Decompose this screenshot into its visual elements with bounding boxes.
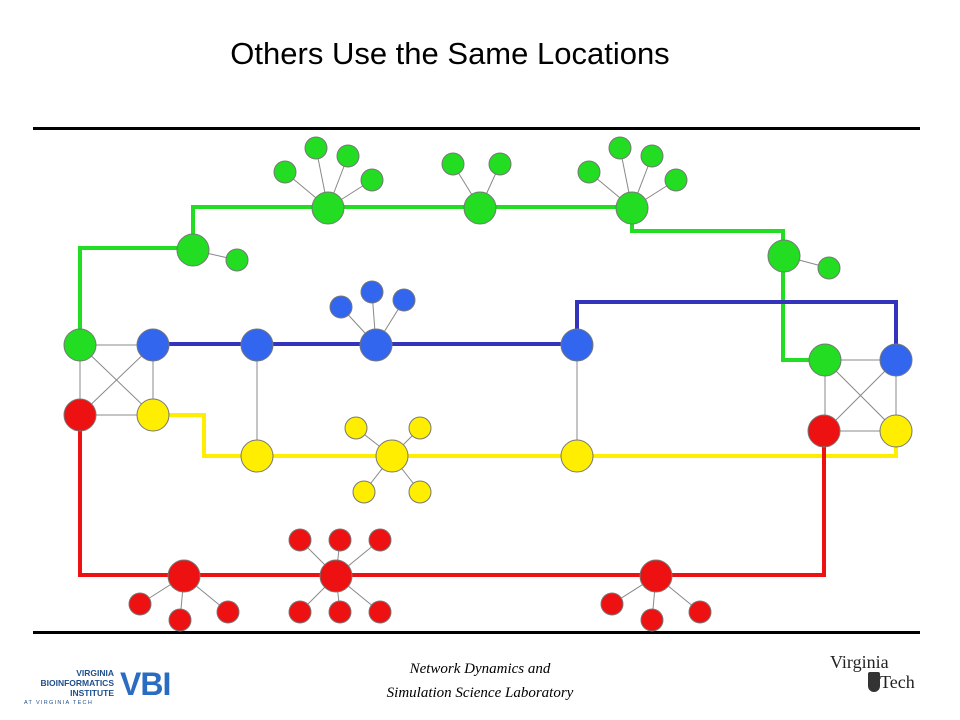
red-path-group: [78, 415, 826, 577]
blue-node: [560, 328, 594, 362]
red-path: [78, 415, 826, 577]
vbi-logo-mark: VBI: [120, 666, 171, 702]
green-path: [78, 205, 825, 362]
vbi-word: VIRGINIA: [76, 668, 114, 678]
red-node: [807, 414, 841, 448]
green-node: [63, 328, 97, 362]
green-node: [488, 152, 512, 176]
bottom-rule: [33, 631, 920, 634]
red-node: [600, 592, 624, 616]
vbi-logo: VIRGINIA BIOINFORMATICS INSTITUTE AT VIR…: [18, 664, 218, 710]
green-node: [311, 191, 345, 225]
green-node: [577, 160, 601, 184]
blue-node: [136, 328, 170, 362]
blue-path-group: [151, 300, 898, 360]
blue-node: [359, 328, 393, 362]
top-rule: [33, 127, 920, 130]
red-node: [319, 559, 353, 593]
red-node: [328, 600, 352, 624]
yellow-node: [136, 398, 170, 432]
green-node: [225, 248, 249, 272]
green-path-group: [78, 205, 825, 362]
blue-nodes: [136, 280, 913, 377]
green-node: [640, 144, 664, 168]
green-node: [273, 160, 297, 184]
red-node: [328, 528, 352, 552]
virginia-tech-logo: Virginia Tech: [828, 652, 938, 708]
yellow-node: [352, 480, 376, 504]
red-node: [288, 528, 312, 552]
red-node: [368, 600, 392, 624]
blue-node: [360, 280, 384, 304]
red-node: [63, 398, 97, 432]
vt-logo-word-1: Virginia: [830, 652, 889, 672]
link: [79, 344, 154, 416]
vbi-logo-words: VIRGINIA BIOINFORMATICS INSTITUTE: [18, 668, 114, 698]
green-node: [360, 168, 384, 192]
red-node: [216, 600, 240, 624]
vbi-logo-sub: AT VIRGINIA TECH: [24, 700, 94, 706]
red-node: [688, 600, 712, 624]
green-node: [808, 343, 842, 377]
red-node: [368, 528, 392, 552]
blue-path: [151, 300, 898, 360]
red-node: [640, 608, 664, 632]
green-node: [441, 152, 465, 176]
green-node: [664, 168, 688, 192]
link: [824, 359, 897, 432]
red-node: [168, 608, 192, 632]
yellow-node: [344, 416, 368, 440]
red-node: [128, 592, 152, 616]
green-node: [463, 191, 497, 225]
green-node: [767, 239, 801, 273]
green-node: [817, 256, 841, 280]
green-node: [608, 136, 632, 160]
green-node: [336, 144, 360, 168]
red-node: [639, 559, 673, 593]
vt-shield-icon: [868, 672, 880, 692]
green-node: [615, 191, 649, 225]
vbi-word: INSTITUTE: [70, 688, 114, 698]
vbi-word: BIOINFORMATICS: [40, 678, 114, 688]
yellow-nodes: [136, 398, 913, 504]
green-node: [304, 136, 328, 160]
red-node: [167, 559, 201, 593]
yellow-node: [408, 480, 432, 504]
slide-title: Others Use the Same Locations: [230, 36, 670, 71]
green-nodes: [63, 136, 842, 377]
green-node: [176, 233, 210, 267]
blue-node: [329, 295, 353, 319]
vt-logo-word-2: Tech: [880, 672, 915, 692]
yellow-node: [408, 416, 432, 440]
blue-node: [879, 343, 913, 377]
footer-line-2: Simulation Science Laboratory: [386, 685, 574, 701]
yellow-node: [375, 439, 409, 473]
yellow-path-group: [153, 413, 898, 458]
yellow-node: [560, 439, 594, 473]
yellow-path: [153, 413, 898, 458]
yellow-node: [879, 414, 913, 448]
yellow-node: [240, 439, 274, 473]
blue-node: [240, 328, 274, 362]
blue-node: [392, 288, 416, 312]
footer-line-1: Network Dynamics and: [409, 661, 551, 677]
red-node: [288, 600, 312, 624]
red-nodes: [63, 398, 841, 632]
